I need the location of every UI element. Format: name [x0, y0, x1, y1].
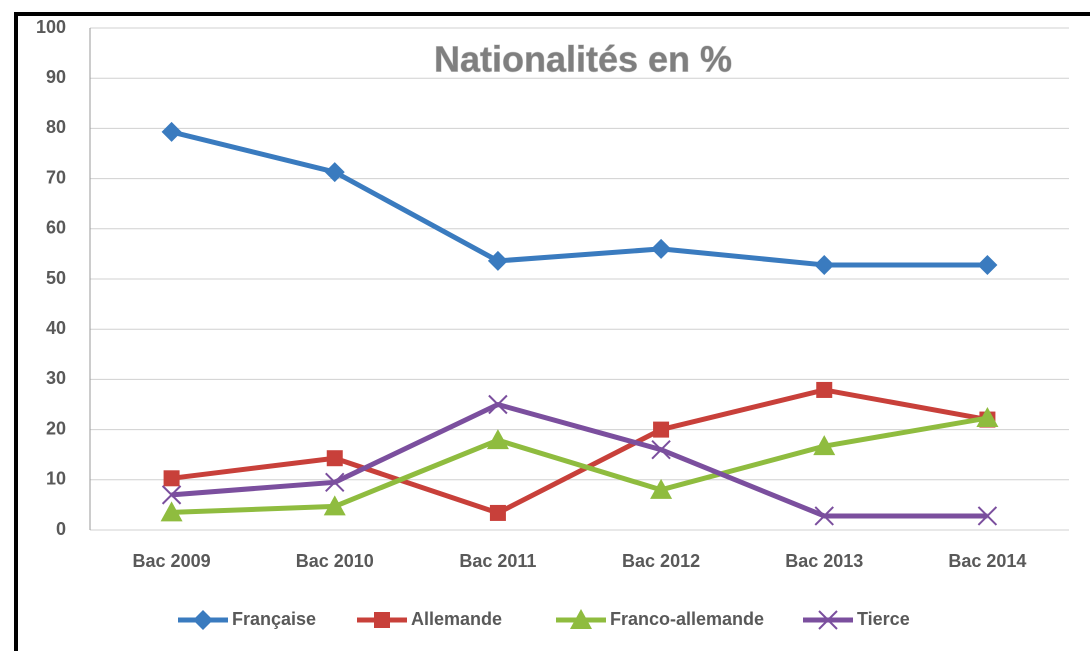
marker	[977, 506, 998, 526]
marker	[814, 506, 834, 526]
legend-label: Française	[232, 609, 316, 629]
marker	[813, 435, 836, 456]
marker	[160, 501, 183, 522]
x-tick-label: Bac 2013	[785, 551, 863, 571]
series-line	[171, 402, 988, 519]
marker	[653, 421, 670, 438]
marker	[161, 485, 182, 505]
marker	[161, 121, 182, 142]
marker	[324, 162, 345, 183]
marker	[651, 238, 672, 259]
y-tick-label: 0	[56, 519, 66, 539]
y-tick-label: 60	[46, 218, 66, 238]
marker	[814, 254, 835, 275]
marker	[326, 450, 343, 467]
marker	[976, 407, 999, 428]
y-tick-label: 90	[46, 67, 66, 87]
y-tick-label: 20	[46, 418, 66, 438]
y-tick-label: 50	[46, 268, 66, 288]
series-line	[171, 415, 988, 515]
frame	[14, 12, 1090, 651]
y-tick-label: 100	[36, 17, 66, 37]
marker	[816, 381, 833, 398]
marker	[818, 610, 838, 630]
series-line	[171, 387, 988, 516]
marker	[488, 394, 508, 415]
legend-label: Tierce	[857, 609, 910, 629]
y-tick-label: 30	[46, 368, 66, 388]
marker	[650, 478, 673, 499]
legend-label: Franco-allemande	[610, 609, 764, 629]
marker	[570, 609, 592, 629]
legend-label: Allemande	[411, 609, 502, 629]
marker	[193, 610, 213, 630]
marker	[163, 470, 180, 487]
y-tick-label: 70	[46, 167, 66, 187]
y-tick-label: 10	[46, 469, 66, 489]
marker	[489, 504, 506, 521]
x-tick-label: Bac 2011	[459, 551, 536, 571]
marker	[325, 472, 345, 493]
marker	[977, 254, 998, 275]
chart-title: Nationalités en %	[434, 39, 732, 80]
y-tick-label: 80	[46, 117, 66, 137]
marker	[651, 439, 671, 460]
marker	[486, 429, 509, 450]
x-tick-label: Bac 2010	[296, 551, 374, 571]
marker	[487, 250, 508, 271]
marker	[323, 495, 346, 516]
marker	[374, 612, 390, 628]
y-tick-label: 40	[46, 318, 66, 338]
x-tick-label: Bac 2014	[948, 551, 1026, 571]
x-tick-label: Bac 2012	[622, 551, 700, 571]
series-line	[170, 129, 988, 268]
x-tick-label: Bac 2009	[133, 551, 211, 571]
